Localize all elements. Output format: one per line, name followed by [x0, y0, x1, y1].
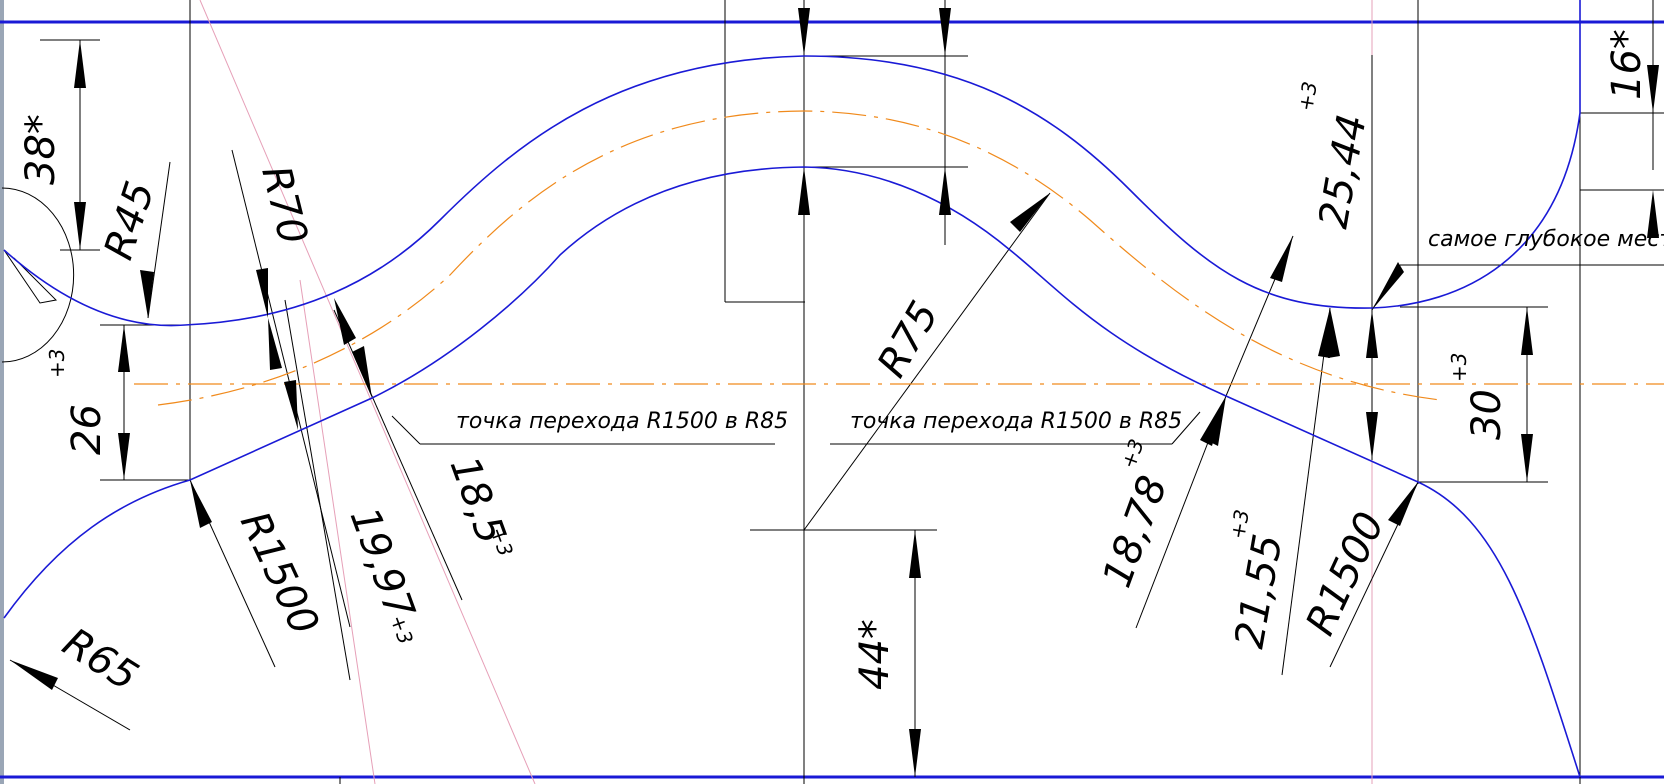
- dimension-arrowheads: [10, 8, 1659, 777]
- dim-r45: R45: [96, 176, 164, 265]
- annotation-notes: точка перехода R1500 в R85 точка переход…: [456, 227, 1664, 434]
- dim-r75: R75: [869, 294, 948, 385]
- construction-lines: [199, 0, 1373, 784]
- dim-21-55-tol: +3: [1225, 508, 1254, 541]
- note-deepest-point: самое глубокое место: [1428, 227, 1664, 252]
- dim-16: 16*: [1604, 29, 1650, 100]
- circle-arc: [1, 187, 75, 363]
- note-transition-right: точка перехода R1500 в R85: [850, 409, 1182, 434]
- dim-r1500-left: R1500: [231, 505, 327, 642]
- tool-mark: [3, 249, 58, 304]
- dim-18-78: 18,78: [1094, 470, 1176, 593]
- dim-30: 30: [1464, 389, 1510, 440]
- profile-contour: [3, 0, 1581, 778]
- dim-25-44-tol: +3: [1293, 80, 1322, 113]
- dim-38: 38*: [18, 114, 64, 185]
- dim-26-tol: +3: [45, 349, 69, 378]
- dim-r65: R65: [55, 619, 146, 700]
- dim-25-44: 25,44: [1311, 111, 1376, 232]
- dim-30-tol: +3: [1447, 353, 1471, 382]
- dim-21-55: 21,55: [1227, 531, 1292, 652]
- dim-19-97-tol: +3: [385, 612, 418, 648]
- dim-26: 26: [64, 404, 110, 455]
- note-transition-left: точка перехода R1500 в R85: [456, 409, 788, 434]
- dim-r70: R70: [252, 161, 316, 248]
- dim-18-78-tol: +3: [1116, 436, 1149, 472]
- dim-19-97: 19,97: [341, 502, 424, 626]
- extension-lines: [9, 0, 1664, 784]
- dim-44: 44*: [852, 619, 898, 690]
- centre-axis: [134, 110, 1664, 406]
- dim-r1500-right: R1500: [1297, 505, 1393, 642]
- dimension-labels: 38* R45 R70 26 +3 R1500 19,97 +3 18,5 +3…: [18, 29, 1650, 700]
- viewport-edge: [0, 0, 4, 784]
